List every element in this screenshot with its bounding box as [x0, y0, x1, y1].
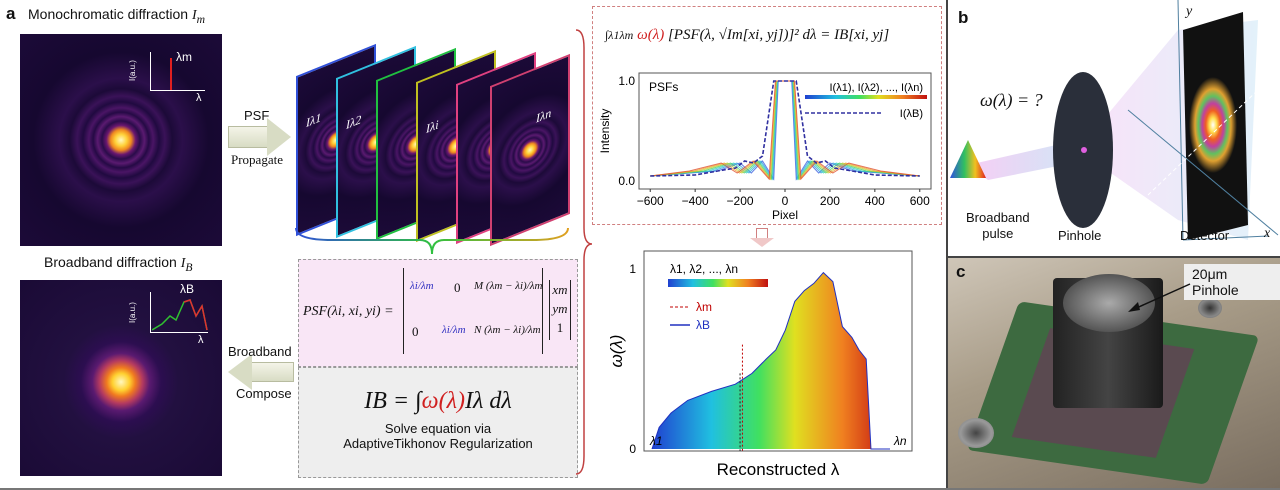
chart-title: PSFs — [649, 80, 678, 94]
legend-rainbow-label: λ1, λ2, ..., λn — [670, 262, 738, 276]
panel-a-label: a — [6, 4, 16, 23]
y-tick-label: 0 — [629, 442, 636, 456]
psf-equation-box: PSF(λi, xi, yi) = λi/λm 0 M (λm − λi)/λm… — [298, 259, 578, 367]
panel-divider-vertical — [946, 0, 948, 490]
arrow-propagate-label: Propagate — [231, 152, 283, 167]
x-axis-label: Pixel — [772, 208, 798, 222]
screw-hole — [1198, 298, 1222, 318]
solve-text-2: AdaptiveTikhonov Regularization — [343, 436, 533, 451]
psf-equation-lhs: PSF(λi, xi, yi) = — [303, 304, 394, 319]
mono-title: Monochromatic diffraction Im — [28, 6, 206, 26]
x-tick-label: 0 — [782, 194, 789, 208]
integral-equation: ∫λ1λm ω(λ) [PSF(λ, √Im[xi, yj])]² dλ = I… — [605, 27, 890, 43]
arrow-head-left — [228, 354, 252, 390]
rainbow-brace — [295, 227, 569, 255]
x-tick-label: 200 — [820, 194, 840, 208]
x-tick-label: −600 — [637, 194, 664, 208]
monochromatic-diffraction-image: λm I(a.u.) λ — [20, 34, 222, 246]
legend-rainbow-label: I(λ1), I(λ2), ..., I(λn) — [829, 82, 923, 94]
frame-label: Iλn — [536, 105, 552, 126]
legend-b-label: I(λB) — [900, 108, 923, 120]
ib-equation: IB = ∫ω(λ)Iλ dλ — [364, 388, 512, 414]
arrow-compose-label: Compose — [236, 386, 292, 401]
callout-arrow — [1128, 283, 1191, 312]
axis-x-label: x — [1264, 226, 1271, 241]
psf-frame-6: Iλn — [490, 53, 570, 247]
y-tick-label: 0.0 — [618, 174, 635, 188]
legend-rainbow-swatch — [668, 279, 768, 287]
omega-area — [652, 272, 890, 449]
panel-c-label: c — [956, 262, 966, 281]
arrow-psf-label: PSF — [244, 108, 270, 123]
frame-label: Iλi — [426, 117, 439, 137]
legend-rainbow-swatch — [805, 95, 927, 99]
omega-line — [651, 271, 890, 450]
broadband-pulse-icon — [950, 140, 986, 178]
red-brace — [575, 29, 593, 475]
mono-inset: λm I(a.u.) λ — [128, 48, 210, 104]
psf-matrix: λi/λm 0 M (λm − λi)/λm 0 λi/λm N (λm − λ… — [403, 268, 543, 354]
panel-divider-horizontal — [948, 256, 1280, 258]
broadband-compose-arrow — [250, 362, 294, 382]
y-axis-label: Intensity — [598, 109, 612, 154]
omega-question: ω(λ) = ? — [980, 90, 1043, 110]
x-tick-label: −400 — [682, 194, 709, 208]
arrow-broadband-label: Broadband — [228, 344, 292, 359]
x-tick-label: −200 — [727, 194, 754, 208]
broad-spectrum-curve — [152, 299, 208, 331]
screw-hole — [958, 418, 994, 448]
pinhole-callout: 20μm Pinhole — [1184, 264, 1280, 300]
legend-m-label: λm — [696, 300, 712, 314]
arrow-head — [267, 118, 291, 156]
x-axis-label: Reconstructed λ — [717, 460, 840, 479]
psf-broadband-line — [650, 80, 920, 177]
y-tick-label: 1 — [629, 262, 636, 276]
broad-title: Broadband diffraction IB — [44, 254, 193, 274]
integral-box: ∫λ1λm ω(λ) [PSF(λ, √Im[xi, yj])]² dλ = I… — [592, 6, 942, 225]
x-tick-label: λ1 — [649, 434, 663, 448]
down-arrow — [756, 228, 768, 238]
frame-label: Iλ1 — [306, 109, 322, 131]
psf-chart: −600 −400 −200 0 200 400 600 0.0 1.0 Pixel Intensi… — [598, 72, 932, 222]
x-tick-label: λn — [893, 434, 907, 448]
legend-b-label: λB — [696, 318, 710, 332]
bottom-border — [0, 488, 1280, 490]
broadband-diffraction-image: λB I(a.u.) λ — [20, 280, 222, 476]
broad-inset: λB I(a.u.) λ — [128, 282, 215, 346]
frame-label: Iλ2 — [346, 111, 362, 133]
pinhole-label: Pinhole — [1058, 228, 1102, 243]
axis-y-label: y — [1186, 4, 1193, 19]
pinhole-cap — [1063, 274, 1155, 332]
solve-box: IB = ∫ω(λ)Iλ dλ Solve equation via Adapt… — [298, 367, 578, 478]
detector-label: Detector — [1180, 228, 1230, 243]
broadband-pulse-label: Broadband pulse — [966, 210, 1030, 241]
panel-b-label: b — [958, 8, 969, 27]
down-arrow-head — [750, 238, 774, 247]
x-tick-label: 600 — [910, 194, 930, 208]
x-tick-label: 400 — [865, 194, 885, 208]
position-vector: xm ym 1 — [549, 280, 571, 340]
y-axis-label: ω(λ) — [607, 335, 626, 368]
psf-propagate-arrow — [228, 126, 268, 148]
reconstruction-chart: 1 0 λ1 λn Reconstructed λ ω(λ) λ1, λ2, ..., λn… — [607, 250, 913, 479]
solve-text-1: Solve equation via — [384, 421, 492, 436]
y-tick-label: 1.0 — [618, 74, 635, 88]
optical-setup-diagram — [950, 0, 1279, 241]
